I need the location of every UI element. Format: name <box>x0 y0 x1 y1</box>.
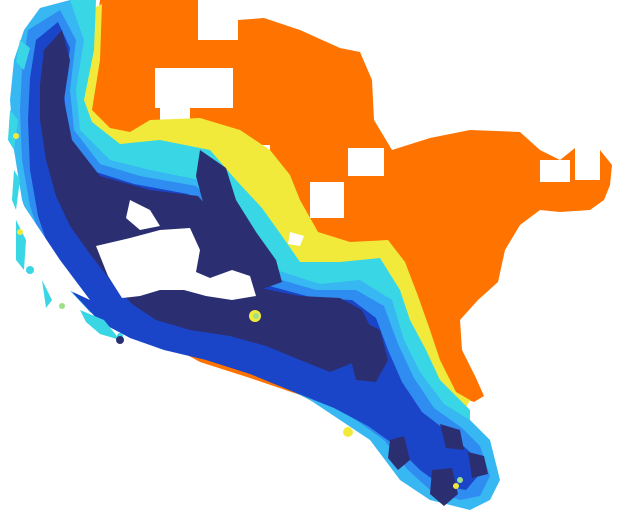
highlight-features <box>13 133 463 489</box>
lagoons <box>20 200 304 300</box>
